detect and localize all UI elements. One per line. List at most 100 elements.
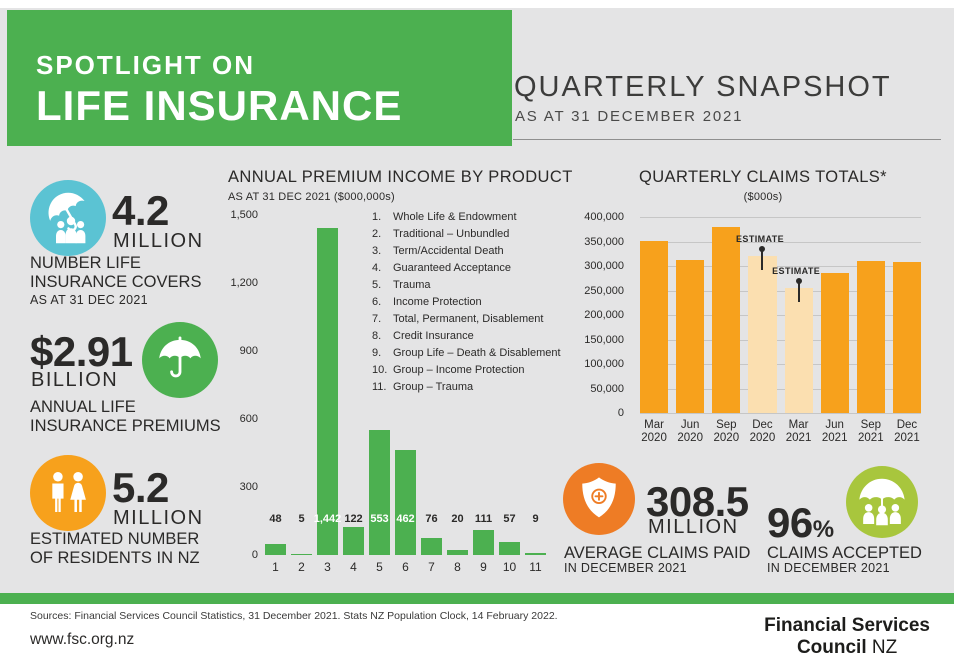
- claims-bar-column: Dec 2021: [892, 217, 921, 444]
- premium-chart-title: ANNUAL PREMIUM INCOME BY PRODUCT: [228, 168, 573, 186]
- premium-legend-label: Group – Trauma: [393, 381, 474, 393]
- claims-ytick-label: 150,000: [584, 333, 624, 346]
- premium-legend-label: Credit Insurance: [393, 330, 474, 342]
- premium-bar-column: 57 10: [499, 215, 520, 574]
- premium-ytick-label: 600: [239, 413, 258, 425]
- premium-legend-label: Term/Accidental Death: [393, 245, 504, 257]
- claims-gridline: [640, 315, 921, 316]
- premium-bar-column: 462 6: [395, 215, 416, 574]
- premium-legend-item: 6. Income Protection: [372, 296, 561, 308]
- premium-bar-column: 122 4: [343, 215, 364, 574]
- premium-ytick-label: 900: [239, 345, 258, 357]
- sources-text: Sources: Financial Services Council Stat…: [30, 610, 558, 622]
- premium-x-tick-label: 3: [324, 560, 331, 574]
- claims-x-tick-label: Mar 2021: [785, 419, 812, 444]
- claims-bar-column: Jun 2021: [820, 217, 849, 444]
- premium-bar: [265, 544, 286, 555]
- stat-claims-paid-value: 308.5: [646, 478, 749, 525]
- premium-legend-number: 2.: [372, 228, 382, 240]
- claims-ytick-label: 300,000: [584, 260, 624, 272]
- claims-ytick-label: 0: [617, 407, 624, 419]
- claims-gridline: [640, 413, 921, 414]
- claims-bar-column: Mar 2020: [640, 217, 669, 444]
- premium-legend: 1. Whole Life & Endowment 2. Traditional – …: [372, 211, 561, 398]
- stat-claims-paid-caption: AVERAGE CLAIMS PAID: [564, 544, 751, 562]
- claims-x-tick-label: Dec 2020: [749, 419, 776, 444]
- claims-x-tick-label: Jun 2020: [677, 419, 703, 444]
- snapshot-title: QUARTERLY SNAPSHOT: [514, 71, 892, 103]
- claims-bar: [748, 256, 777, 413]
- claims-ytick-label: 400,000: [584, 211, 624, 223]
- premium-legend-item: 10. Group – Income Protection: [372, 364, 561, 376]
- title-banner: SPOTLIGHT ON LIFE INSURANCE: [7, 10, 512, 146]
- fsc-logo-nz: NZ: [866, 636, 898, 658]
- stat-claims-accepted-value: 96%: [767, 502, 834, 544]
- premium-legend-number: 1.: [372, 211, 382, 223]
- premium-bar-column: 111 9: [473, 215, 494, 574]
- premium-legend-label: Total, Permanent, Disablement: [393, 313, 544, 325]
- fsc-logo-line1: Financial Services: [764, 615, 930, 636]
- premium-legend-number: 5.: [372, 279, 382, 291]
- estimate-label: ESTIMATE: [736, 234, 785, 244]
- claims-gridline: [640, 364, 921, 365]
- premium-bar-value-label: 5: [298, 513, 305, 525]
- premium-bar: [291, 554, 312, 555]
- banner-title-line1: SPOTLIGHT ON: [36, 50, 255, 80]
- premium-x-tick-label: 7: [428, 560, 435, 574]
- premium-legend-number: 11.: [372, 381, 387, 393]
- premium-legend-number: 4.: [372, 262, 382, 274]
- claims-x-tick-label: Jun 2021: [821, 419, 848, 444]
- premium-x-tick-label: 1: [272, 560, 279, 574]
- claims-bar-column: ESTIMATE Mar 2021: [772, 217, 820, 444]
- stat-covers-unit: MILLION: [113, 230, 204, 252]
- stat-covers-value: 4.2: [112, 187, 169, 234]
- premium-bar: [317, 228, 338, 555]
- premium-x-tick-label: 6: [402, 560, 409, 574]
- claims-bar: [640, 241, 669, 413]
- stat-premiums-value: $2.91: [30, 328, 133, 375]
- claims-x-tick-label: Mar 2020: [641, 419, 667, 444]
- umbrella-family-icon: [30, 180, 106, 256]
- premium-bar-column: 20 8: [447, 215, 468, 574]
- premium-bar: [395, 450, 416, 555]
- estimate-pin-dot: [795, 278, 802, 284]
- premium-income-chart: ANNUAL PREMIUM INCOME BY PRODUCT AS AT 3…: [228, 168, 574, 583]
- premium-ytick-label: 1,200: [230, 277, 258, 289]
- website-link: www.fsc.org.nz: [30, 631, 135, 648]
- premium-bar-column: 553 5: [369, 215, 390, 574]
- premium-plot-area: 48 1 5 2 1,442 3 122 4 553 5 462 6 76 7 20 8 111 9 57 10 9 11: [265, 215, 546, 574]
- claims-gridline: [640, 290, 921, 292]
- estimate-label: ESTIMATE: [772, 266, 821, 276]
- premium-legend-label: Guaranteed Acceptance: [393, 262, 512, 274]
- banner-title-line2: LIFE INSURANCE: [36, 82, 403, 129]
- claims-x-tick-label: Sep 2020: [713, 419, 740, 444]
- premium-bar-value-label: 462: [396, 513, 415, 525]
- claims-bars: Mar 2020 Jun 2020 Sep 2020 ESTIMATE Dec 2020…: [640, 217, 921, 444]
- premium-bar: [421, 538, 442, 555]
- claims-accepted-number: 96: [767, 499, 813, 546]
- claims-bar: [784, 288, 813, 413]
- premium-bar-column: 76 7: [421, 215, 442, 574]
- stat-residents-caption: ESTIMATED NUMBER OF RESIDENTS IN NZ: [30, 530, 200, 567]
- premium-bar-value-label: 9: [532, 513, 539, 525]
- premium-y-axis: 0 300 600 900 1,200 1,500: [228, 209, 258, 561]
- claims-ytick-label: 100,000: [584, 358, 624, 370]
- estimate-pin-line: [797, 280, 800, 302]
- claims-bar: [892, 262, 921, 413]
- claims-gridline: [640, 388, 921, 390]
- premium-x-tick-label: 4: [350, 560, 357, 574]
- premium-bar-value-label: 111: [474, 513, 493, 525]
- stat-premiums-caption: ANNUAL LIFE INSURANCE PREMIUMS: [30, 398, 221, 435]
- premium-legend-item: 2. Traditional – Unbundled: [372, 228, 561, 240]
- premium-ytick-label: 0: [251, 549, 258, 561]
- stat-residents-value: 5.2: [112, 464, 169, 511]
- premium-legend-label: Trauma: [393, 279, 431, 291]
- claims-bar-column: ESTIMATE Dec 2020: [736, 217, 784, 444]
- claims-plot-area: Mar 2020 Jun 2020 Sep 2020 ESTIMATE Dec 2020…: [640, 217, 921, 444]
- fsc-logo: Financial Services Council NZ: [764, 615, 930, 659]
- premium-bar-column: 1,442 3: [314, 215, 341, 574]
- premium-legend-item: 7. Total, Permanent, Disablement: [372, 313, 561, 325]
- claims-ytick-label: 250,000: [584, 284, 624, 297]
